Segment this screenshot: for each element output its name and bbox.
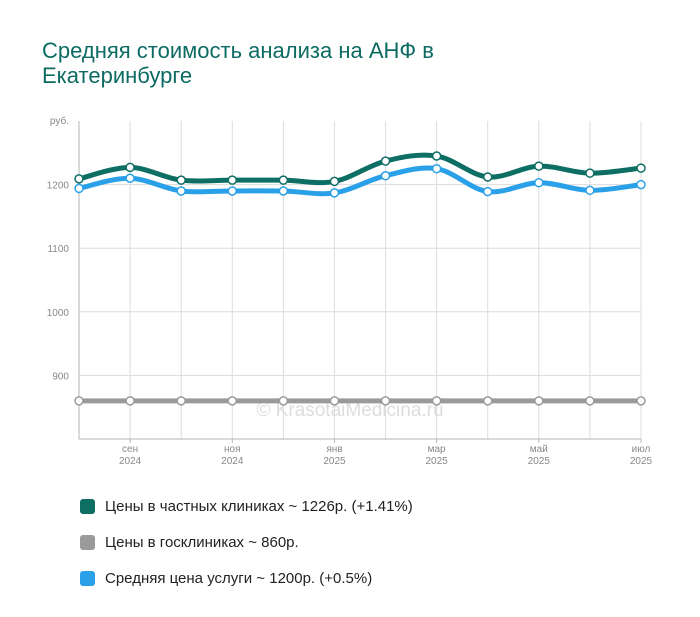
legend-label-private: Цены в частных клиниках ~ 1226р. (+1.41%… (105, 497, 413, 515)
data-point-public (482, 396, 493, 406)
data-point-public (431, 396, 442, 406)
legend-swatch-average (80, 570, 95, 586)
legend: Цены в частных клиниках ~ 1226р. (+1.41%… (80, 488, 413, 596)
data-point-public (176, 396, 186, 406)
data-point-public (329, 396, 340, 406)
data-point-private (176, 175, 186, 185)
chart-svg: 900100011001200руб.сен2024ноя2024янв2025… (47, 115, 653, 467)
data-point-private (74, 174, 84, 184)
data-point-average (380, 170, 391, 181)
x-tick-label-month: ноя (224, 444, 241, 455)
legend-swatch-public (80, 534, 95, 550)
data-point-public (636, 396, 646, 406)
data-point-average (74, 183, 84, 194)
data-point-public (534, 396, 544, 406)
series-line-private (76, 152, 644, 186)
data-point-average (482, 186, 493, 197)
chart-area: 900 1000 1100 1200 руб. сен 2024 ноя 2024 янв 2025… (47, 115, 653, 467)
data-point-average (278, 186, 289, 196)
x-tick-label-year: 2024 (221, 456, 244, 467)
data-point-private (329, 176, 340, 187)
data-point-private (125, 162, 135, 173)
data-point-private (585, 168, 595, 178)
data-point-private (380, 156, 391, 166)
legend-label-average: Средняя цена услуги ~ 1200р. (+0.5%) (105, 569, 373, 587)
legend-item-average[interactable]: Средняя цена услуги ~ 1200р. (+0.5%) (80, 560, 413, 596)
legend-label-public: Цены в госклиниках ~ 860р. (105, 533, 299, 551)
legend-item-private[interactable]: Цены в частных клиниках ~ 1226р. (+1.41%… (80, 488, 413, 524)
x-tick-label-year: 2025 (528, 456, 551, 467)
data-point-public (278, 396, 289, 406)
data-point-private (482, 172, 493, 182)
data-point-public (74, 396, 84, 406)
x-tick-label-month: сен (122, 444, 138, 455)
data-point-private (636, 163, 646, 173)
data-point-public (585, 396, 595, 406)
data-point-public (227, 396, 238, 406)
data-point-public (380, 396, 391, 406)
y-tick-label: 1200 (47, 181, 70, 192)
watermark: © KrasotaiMedicina.ru (256, 400, 443, 421)
x-tick-label-year: 2025 (426, 456, 449, 467)
x-tick-label-year: 2024 (119, 456, 142, 467)
chart-title: Средняя стоимость анализа на АНФ в Екате… (42, 38, 434, 88)
y-tick-label: 1100 (47, 244, 69, 255)
x-tick-label-year: 2025 (630, 456, 653, 467)
y-tick-label: 1000 (47, 308, 70, 319)
data-point-average (534, 177, 544, 188)
data-point-average (329, 188, 340, 198)
data-point-private (278, 175, 289, 185)
data-point-average (585, 185, 595, 196)
x-tick-label-month: июл (632, 444, 651, 455)
x-tick-label-month: янв (326, 444, 342, 455)
data-point-average (227, 186, 238, 196)
data-point-average (636, 179, 646, 190)
data-point-private (534, 161, 544, 171)
y-axis-unit-label: руб. (50, 115, 69, 127)
data-point-private (227, 175, 238, 185)
data-point-average (176, 186, 186, 196)
x-tick-label-year: 2025 (323, 456, 346, 467)
legend-item-public[interactable]: Цены в госклиниках ~ 860р. (80, 524, 413, 560)
x-tick-label-month: май (530, 444, 548, 455)
x-tick-label-month: мар (428, 444, 446, 455)
data-point-private (431, 151, 442, 161)
data-point-average (431, 163, 442, 174)
legend-swatch-private (80, 498, 95, 514)
data-point-average (125, 173, 135, 183)
data-point-public (125, 396, 135, 406)
y-tick-label: 900 (52, 371, 69, 382)
